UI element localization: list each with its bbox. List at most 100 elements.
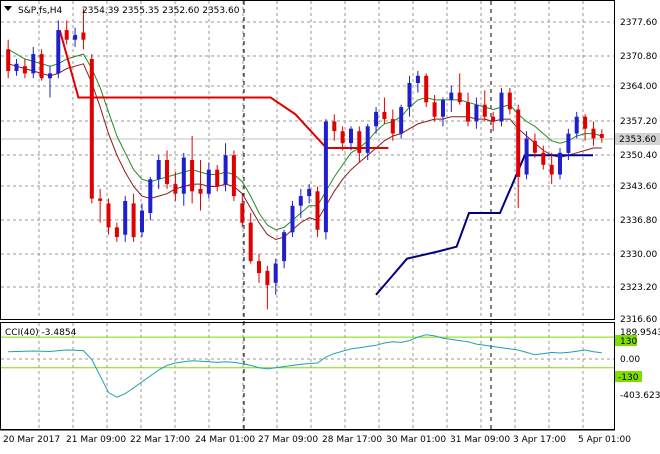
candle bbox=[323, 119, 328, 240]
candle bbox=[290, 200, 295, 238]
candle bbox=[106, 198, 111, 235]
candle bbox=[499, 87, 504, 127]
candle bbox=[148, 176, 153, 221]
candlesticks bbox=[6, 8, 604, 310]
candle bbox=[307, 184, 312, 204]
candle bbox=[257, 253, 261, 283]
candle bbox=[231, 150, 236, 201]
candle bbox=[64, 20, 69, 45]
candle bbox=[532, 133, 537, 158]
candle bbox=[424, 73, 429, 108]
candle bbox=[173, 172, 178, 201]
time-label: 5 Apr 01:00 bbox=[578, 435, 631, 445]
candle bbox=[482, 90, 487, 122]
candle bbox=[340, 126, 345, 151]
candle bbox=[198, 160, 203, 211]
candle bbox=[365, 123, 370, 161]
candle bbox=[558, 148, 562, 180]
time-axis: 20 Mar 2017 21 Mar 09:00 22 Mar 17:00 24… bbox=[0, 429, 631, 445]
lower-level-marker bbox=[615, 371, 642, 382]
candle bbox=[282, 229, 287, 269]
candle bbox=[131, 193, 136, 242]
lower-level-label: -130 bbox=[618, 373, 639, 383]
time-label: 24 Mar 01:00 bbox=[195, 435, 255, 445]
candle bbox=[215, 164, 220, 192]
candle bbox=[541, 145, 546, 170]
candle bbox=[48, 66, 52, 98]
price-panel-frame bbox=[0, 0, 615, 320]
upper-level-label: 130 bbox=[620, 337, 637, 347]
candle bbox=[165, 150, 169, 189]
candle bbox=[524, 131, 529, 180]
candle bbox=[399, 104, 404, 139]
resistance-line bbox=[58, 29, 389, 149]
indicator-labels: CCI(40) -3.4854 189.9543 0.00 -403.6239 … bbox=[5, 328, 660, 401]
price-tick: 2323.20 bbox=[620, 283, 657, 293]
candle bbox=[273, 258, 278, 295]
candle bbox=[22, 58, 27, 79]
candle bbox=[123, 196, 128, 242]
overlay-lines bbox=[7, 29, 602, 296]
candle bbox=[466, 92, 470, 127]
dropdown-triangle-icon[interactable] bbox=[4, 6, 12, 11]
candle bbox=[516, 104, 521, 209]
candle bbox=[56, 20, 61, 79]
candle bbox=[591, 121, 596, 146]
price-tick: 2377.60 bbox=[620, 18, 657, 28]
candle bbox=[98, 188, 103, 223]
indicator-zero-label: 0.00 bbox=[620, 355, 640, 365]
support-line bbox=[375, 154, 593, 296]
time-label: 31 Mar 09:00 bbox=[450, 435, 510, 445]
price-tick: 2350.40 bbox=[620, 151, 657, 161]
candle bbox=[432, 95, 437, 122]
candle bbox=[549, 152, 554, 185]
time-label: 27 Mar 09:00 bbox=[258, 435, 318, 445]
candle bbox=[298, 188, 303, 218]
candle bbox=[332, 114, 337, 141]
candle bbox=[190, 135, 195, 204]
candle bbox=[206, 162, 211, 199]
candle bbox=[449, 85, 454, 112]
candle bbox=[114, 222, 119, 242]
price-tick: 2330.00 bbox=[620, 250, 657, 260]
indicator-title: CCI(40) -3.4854 bbox=[5, 328, 77, 338]
time-label: 28 Mar 17:00 bbox=[322, 435, 382, 445]
candle bbox=[599, 129, 604, 143]
fast-ma-line bbox=[7, 48, 602, 231]
candle bbox=[474, 97, 479, 129]
indicator-panel-frame bbox=[0, 322, 615, 430]
candle bbox=[156, 155, 161, 189]
candle bbox=[81, 8, 86, 50]
indicator-max-label: 189.9543 bbox=[620, 328, 660, 338]
indicator-grid bbox=[1, 323, 614, 429]
upper-level-marker bbox=[615, 335, 637, 346]
candle bbox=[31, 46, 36, 79]
candle bbox=[357, 126, 362, 163]
price-tick: 2357.20 bbox=[620, 117, 657, 127]
candle bbox=[566, 128, 571, 161]
time-label: 3 Apr 17:00 bbox=[513, 435, 566, 445]
candle bbox=[265, 265, 270, 310]
cci-line bbox=[8, 334, 602, 398]
candle bbox=[315, 186, 320, 238]
candle bbox=[223, 143, 228, 192]
candle bbox=[415, 70, 420, 93]
time-label: 30 Mar 01:00 bbox=[386, 435, 446, 445]
candle bbox=[574, 111, 579, 139]
price-tick: 2316.60 bbox=[620, 315, 657, 325]
ohlc-label: 2354.39 2355.35 2352.60 2353.60 bbox=[82, 6, 240, 16]
candle bbox=[73, 27, 78, 47]
price-tick: 2370.80 bbox=[620, 52, 657, 62]
current-price-marker bbox=[615, 133, 660, 145]
candle bbox=[441, 97, 445, 127]
candle bbox=[240, 193, 245, 228]
candle bbox=[457, 73, 462, 105]
time-label: 21 Mar 09:00 bbox=[66, 435, 126, 445]
candle bbox=[6, 39, 11, 79]
candle bbox=[374, 107, 379, 134]
indicator-min-label: -403.6239 bbox=[620, 391, 660, 401]
symbol-header: S&P,fs,H4 2354.39 2355.35 2352.60 2353.6… bbox=[4, 6, 240, 16]
time-label: 22 Mar 17:00 bbox=[130, 435, 190, 445]
